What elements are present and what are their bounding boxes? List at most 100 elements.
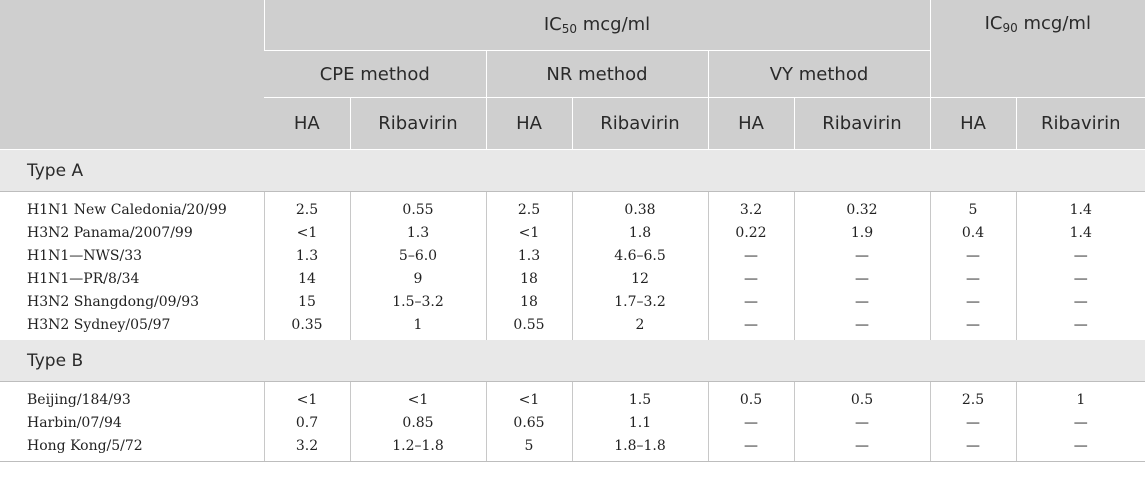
value-cell: 5–6.0 xyxy=(349,244,486,267)
group-label: Type A xyxy=(0,149,1145,192)
table-row: Harbin/07/94 0.7 0.85 0.65 1.1— — — — xyxy=(0,411,1145,434)
value-cell: 4.6–6.5 xyxy=(571,244,708,267)
value-cell: 1 xyxy=(349,313,486,340)
value-cell: — xyxy=(1015,434,1145,462)
value-cell: — xyxy=(793,313,931,340)
value-cell: 2 xyxy=(571,313,708,340)
subcol-header: HA xyxy=(264,97,350,150)
ic90-unit: mcg/ml xyxy=(1017,13,1091,34)
ic50-subscript: 50 xyxy=(561,22,577,36)
value-cell: 0.5 xyxy=(793,381,931,411)
subcol-header: Ribavirin xyxy=(349,97,486,150)
value-cell: 0.7 xyxy=(263,411,350,434)
method-header-cpe: CPE method xyxy=(264,50,486,98)
value-cell: — xyxy=(929,434,1017,462)
strain-name: H1N1—NWS/33 xyxy=(27,247,143,264)
value-cell: — xyxy=(793,434,931,462)
table-row: Beijing/184/93 <1 <1 <1 1.5 0.5 0.5 2.5 1 xyxy=(0,381,1145,411)
group-row: Type A xyxy=(0,149,1145,192)
value-cell: <1 xyxy=(263,221,350,244)
value-cell: — xyxy=(929,313,1017,340)
subcol-header: Ribavirin xyxy=(571,97,708,150)
value-cell: 0.5 xyxy=(707,381,794,411)
strain-name: H3N2 Sydney/05/97 xyxy=(27,316,171,333)
value-cell: — xyxy=(929,267,1017,290)
ic50-header: IC50 mcg/ml xyxy=(263,0,931,51)
subcol-header: HA xyxy=(707,97,794,150)
ic90-header: IC90 mcg/ml xyxy=(929,0,1145,98)
value-cell: 1.3 xyxy=(485,244,572,267)
value-cell: <1 xyxy=(485,381,572,411)
value-cell: 0.65 xyxy=(485,411,572,434)
value-cell: — xyxy=(1015,267,1145,290)
table-row: H1N1—NWS/33 1.3 5–6.0 1.3 4.6–6.5— — — — xyxy=(0,244,1145,267)
value-cell: 5 xyxy=(929,191,1017,221)
value-cell: 1.3 xyxy=(349,221,486,244)
value-cell: 0.32 xyxy=(793,191,931,221)
subcol-header: Ribavirin xyxy=(1015,97,1145,150)
value-cell: 1.4 xyxy=(1015,221,1145,244)
value-cell: <1 xyxy=(263,381,350,411)
value-cell: — xyxy=(707,411,794,434)
value-cell: 2.5 xyxy=(929,381,1017,411)
table-row: Hong Kong/5/72 3.2 1.2–1.8 5 1.8–1.8— — — — xyxy=(0,434,1145,462)
value-cell: 2.5 xyxy=(485,191,572,221)
value-cell: — xyxy=(1015,244,1145,267)
value-cell: — xyxy=(1015,411,1145,434)
value-cell: 0.22 xyxy=(707,221,794,244)
value-cell: 0.35 xyxy=(263,313,350,340)
value-cell: — xyxy=(707,267,794,290)
strain-name: H3N2 Shangdong/09/93 xyxy=(27,293,200,310)
table-row: H3N2 Sydney/05/97 0.35 1 0.55 2— — — — xyxy=(0,313,1145,340)
value-cell: 0.55 xyxy=(485,313,572,340)
method-header-nr: NR method xyxy=(485,50,708,98)
value-cell: — xyxy=(707,434,794,462)
ic90-subscript: 90 xyxy=(1002,21,1018,35)
value-cell: 1.8 xyxy=(571,221,708,244)
strain-name: Hong Kong/5/72 xyxy=(0,434,264,462)
value-cell: 0.85 xyxy=(349,411,486,434)
value-cell: — xyxy=(793,411,931,434)
value-cell: — xyxy=(929,244,1017,267)
strain-name: H3N2 Panama/2007/99 xyxy=(27,224,193,241)
value-cell: 3.2 xyxy=(263,434,350,462)
ic90-prefix: IC xyxy=(984,13,1003,34)
group-row: Type B xyxy=(0,340,1145,382)
subcol-header: Ribavirin xyxy=(793,97,931,150)
value-cell: 1.5 xyxy=(571,381,708,411)
table-row: H1N1—PR/8/34 14 9 18 12— — — — xyxy=(0,267,1145,290)
value-cell: — xyxy=(929,411,1017,434)
value-cell: 2.5 xyxy=(263,191,350,221)
table-row: H3N2 Shangdong/09/93 15 1.5–3.2 18 1.7–3.2— —… xyxy=(0,290,1145,313)
value-cell: 1.3 xyxy=(263,244,350,267)
table-row: H3N2 Panama/2007/99 <1 1.3 <1 1.8 0.22 1.9 0.4 1… xyxy=(0,221,1145,244)
ic50-unit: mcg/ml xyxy=(577,14,651,35)
group-label: Type B xyxy=(0,340,1145,382)
table-header: IC50 mcg/ml IC90 mcg/ml CPE method NR me… xyxy=(0,0,1145,150)
value-cell: — xyxy=(793,290,931,313)
value-cell: 1.8–1.8 xyxy=(571,434,708,462)
value-cell: 14 xyxy=(263,267,350,290)
value-cell: — xyxy=(1015,313,1145,340)
value-cell: 5 xyxy=(485,434,572,462)
value-cell: 0.4 xyxy=(929,221,1017,244)
value-cell: 18 xyxy=(485,290,572,313)
value-cell: — xyxy=(793,267,931,290)
strain-name: Beijing/184/93 xyxy=(27,391,131,408)
value-cell: 0.55 xyxy=(349,191,486,221)
value-cell: — xyxy=(1015,290,1145,313)
value-cell: 3.2 xyxy=(707,191,794,221)
value-cell: — xyxy=(707,244,794,267)
value-cell: 1.1 xyxy=(571,411,708,434)
subcol-header: HA xyxy=(485,97,572,150)
strain-header-cell xyxy=(0,0,264,150)
value-cell: — xyxy=(929,290,1017,313)
method-header-vy: VY method xyxy=(707,50,931,98)
value-cell: 0.38 xyxy=(571,191,708,221)
value-cell: 9 xyxy=(349,267,486,290)
value-cell: 18 xyxy=(485,267,572,290)
value-cell: 1 xyxy=(1015,381,1145,411)
strain-name: Harbin/07/94 xyxy=(27,414,122,431)
value-cell: 1.5–3.2 xyxy=(349,290,486,313)
value-cell: 1.4 xyxy=(1015,191,1145,221)
